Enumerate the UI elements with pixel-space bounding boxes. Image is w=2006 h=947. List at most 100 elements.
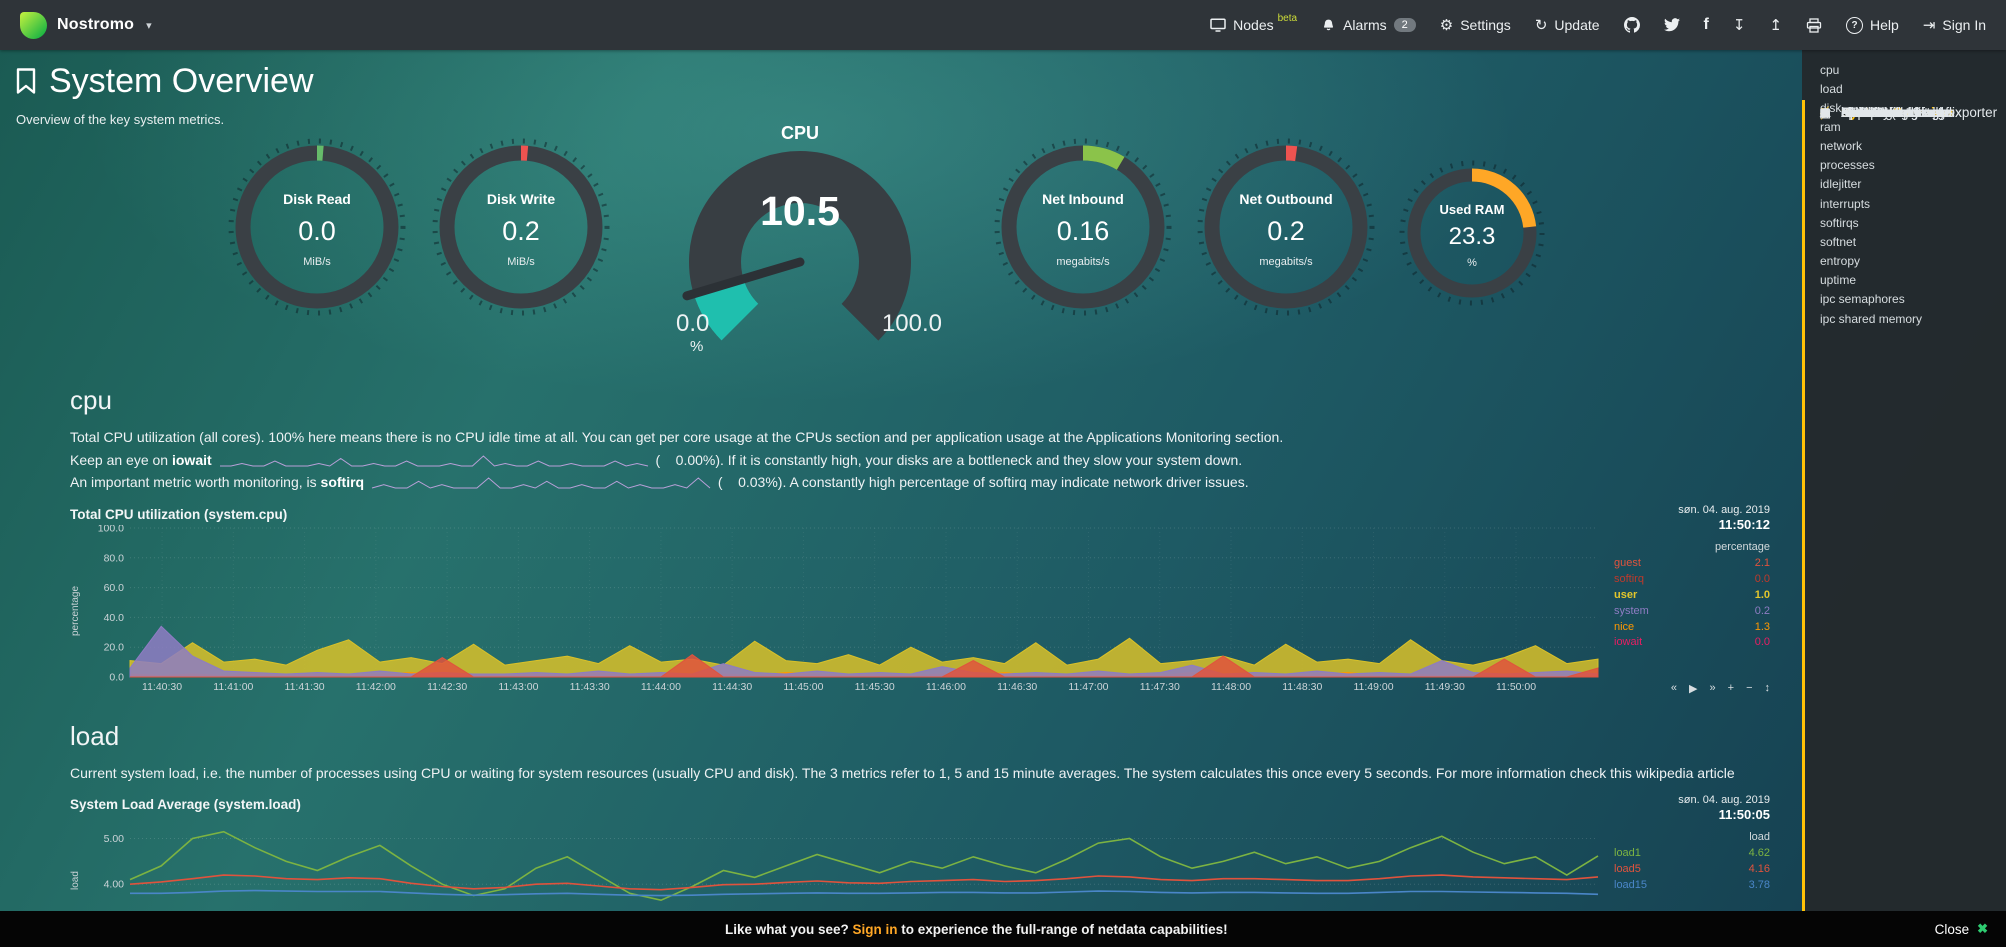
pan-left-button[interactable]: « xyxy=(1670,682,1678,695)
print-icon xyxy=(1806,17,1822,33)
export-button[interactable]: ↥ xyxy=(1769,18,1782,33)
close-icon: ✖ xyxy=(1977,921,1988,936)
sidebar-item[interactable]: ☁ IPv6 Networking xyxy=(1819,105,1940,120)
sidebar-item[interactable]: ⚡ CPUs xyxy=(1817,105,1877,120)
chart-toolbar: « ▶ » + − ↕ xyxy=(1614,682,1770,697)
sidebar-item[interactable]: ▭ BTRFS filesystem xyxy=(1802,100,2006,947)
cloud-icon: ☁ xyxy=(1819,106,1831,120)
sidebar-item[interactable]: ⚑ System Overview xyxy=(1802,100,2006,947)
legend-row[interactable]: load1 4.62 xyxy=(1614,847,1770,860)
net-outbound-value: 0.2 xyxy=(1267,216,1305,246)
nav-actions: Nodes beta Alarms 2 ⚙ Settings ↻ Update … xyxy=(1210,13,1986,34)
net-inbound-gauge[interactable]: Net Inbound 0.16 megabits/s xyxy=(993,137,1173,322)
resize-handle[interactable]: ↕ xyxy=(1764,682,1771,695)
alarms-button[interactable]: Alarms 2 xyxy=(1321,17,1416,33)
cpu-gauge-max: 100.0 xyxy=(881,310,942,337)
node-switcher[interactable]: Nostromo ▾ xyxy=(20,11,152,39)
page-subtitle: Overview of the key system metrics. xyxy=(16,112,225,127)
disk-icon: ◎ xyxy=(1819,106,1831,120)
print-button[interactable] xyxy=(1806,17,1822,33)
update-button[interactable]: ↻ Update xyxy=(1534,16,1600,34)
legend-row[interactable]: guest 2.1 xyxy=(1614,556,1770,569)
memory-icon: ▤ xyxy=(1819,106,1831,120)
sidebar-item[interactable]: ▦ apcupsd-influxdb-exporter xyxy=(1802,100,2006,947)
disk-read-gauge[interactable]: Disk Read 0.0 MiB/s xyxy=(227,137,407,322)
sidebar-item[interactable]: ipc semaphores xyxy=(1820,292,1905,307)
nodes-button[interactable]: Nodes beta xyxy=(1210,13,1297,33)
legend-row[interactable]: iowait 0.0 xyxy=(1614,636,1770,649)
help-button[interactable]: ? Help xyxy=(1846,16,1899,34)
sidebar-item[interactable]: network xyxy=(1820,139,1863,154)
legend-row[interactable]: nice 1.3 xyxy=(1614,620,1770,633)
cpu-chart-plot[interactable]: 100.0 80.0 60.0 40.0 20.0 0.0 11:40:30 11:41:00… xyxy=(84,525,1606,697)
top-navbar: Nostromo ▾ Nodes beta Alarms 2 ⚙ Setting… xyxy=(0,0,2006,50)
softirq-sparkline xyxy=(371,477,711,490)
sidebar-item[interactable]: ☁ IPv4 Networking xyxy=(1819,105,1940,120)
sidebar-item[interactable]: idlejitter xyxy=(1820,177,1862,192)
svg-text:100.0: 100.0 xyxy=(98,525,124,535)
net-outbound-gauge[interactable]: Net Outbound 0.2 megabits/s xyxy=(1196,137,1376,322)
disk-write-gauge[interactable]: Disk Write 0.2 MiB/s xyxy=(431,137,611,322)
zoom-in-button[interactable]: + xyxy=(1727,682,1735,695)
bookmark-icon xyxy=(16,68,36,94)
load-description: Current system load, i.e. the number of … xyxy=(70,764,1735,781)
sidebar-item[interactable]: ☁ Networking Stack xyxy=(1819,105,1947,120)
legend-row[interactable]: softirq 0.0 xyxy=(1614,572,1770,585)
sidebar-item[interactable]: ▦ calibreweb xyxy=(1802,100,2006,947)
sidebar-item[interactable]: ram xyxy=(1820,119,1841,134)
sidebar-item[interactable]: ▦ binhex-delugevpn xyxy=(1802,100,2006,947)
sidebar-item[interactable]: softirqs xyxy=(1820,215,1859,230)
play-button[interactable]: ▶ xyxy=(1689,682,1698,695)
sidebar-item[interactable]: ▦ airconnect xyxy=(1802,100,2006,947)
svg-text:11:42:00: 11:42:00 xyxy=(356,681,396,693)
used-ram-gauge[interactable]: Used RAM 23.3 % xyxy=(1398,159,1546,312)
sidebar-item[interactable]: ◈ Firewall (netfilter) xyxy=(1802,100,2006,947)
import-button[interactable]: ↧ xyxy=(1733,18,1746,33)
settings-button[interactable]: ⚙ Settings xyxy=(1439,16,1511,34)
chart-legend: load load1 4.62 load5 4.16 xyxy=(1606,815,1770,947)
sidebar-item[interactable]: disk xyxy=(1820,100,1842,115)
question-icon: ? xyxy=(1846,16,1864,34)
sidebar-item[interactable]: ♥ Applications xyxy=(1802,100,2006,947)
pan-right-button[interactable]: » xyxy=(1709,682,1716,695)
sidebar-item[interactable]: ◎ Disks xyxy=(1802,100,2006,947)
twitter-button[interactable] xyxy=(1663,18,1680,32)
sidebar-item[interactable]: ⚉ User Groups xyxy=(1802,100,2006,947)
zoom-out-button[interactable]: − xyxy=(1746,682,1753,695)
sidebar-item[interactable]: ▤ Memory xyxy=(1802,100,2006,947)
legend-row[interactable]: system 0.2 xyxy=(1614,604,1770,617)
svg-text:11:50:00: 11:50:00 xyxy=(1496,681,1536,693)
sidebar-item[interactable]: softnet xyxy=(1820,234,1857,249)
sidebar-item[interactable]: ipc shared memory xyxy=(1820,311,1923,326)
sidebar-item[interactable]: ▦ cloudflare-ddns-gflix xyxy=(1802,100,2006,947)
sidebar-item[interactable]: processes xyxy=(1820,158,1875,173)
bookmark-icon: ⚑ xyxy=(1819,106,1831,120)
cpu-gauge-min: 0.0 xyxy=(676,310,710,337)
sidebar-item[interactable]: ▦ cloudflare-ddns-tr xyxy=(1802,100,2006,947)
sidebar-item[interactable]: ▦ apacheguacamole xyxy=(1802,100,2006,947)
banner-close-button[interactable]: Close ✖ xyxy=(1934,921,1988,937)
grid-icon: ▦ xyxy=(1819,106,1831,120)
sidebar-item[interactable]: ☷ Network Interfaces xyxy=(1802,100,2006,947)
legend-row[interactable]: load15 3.78 xyxy=(1614,879,1770,892)
svg-text:11:45:00: 11:45:00 xyxy=(783,681,823,693)
y-axis-label: percentage xyxy=(70,585,81,636)
sidebar-item[interactable]: entropy xyxy=(1820,254,1861,269)
cpu-gauge[interactable]: CPU 10.5 0.0 100.0 % xyxy=(650,123,950,373)
legend-row[interactable]: user 1.0 xyxy=(1614,588,1770,601)
legend-row[interactable]: load5 4.16 xyxy=(1614,863,1770,876)
github-button[interactable] xyxy=(1623,17,1640,33)
svg-text:11:44:30: 11:44:30 xyxy=(712,681,752,693)
facebook-icon: f xyxy=(1703,16,1709,33)
sidebar-item[interactable]: ⚇ Users xyxy=(1802,100,2006,947)
sidebar-item[interactable]: ▦ bazarr xyxy=(1802,100,2006,947)
sidebar-item[interactable]: cpu xyxy=(1820,62,1840,77)
sidebar-item[interactable]: interrupts xyxy=(1820,196,1871,211)
sidebar-item[interactable]: uptime xyxy=(1820,273,1857,288)
facebook-button[interactable]: f xyxy=(1704,17,1709,33)
signin-link[interactable]: Sign in xyxy=(852,921,898,937)
signin-button[interactable]: ⇥ Sign In xyxy=(1922,16,1986,34)
sidebar-item[interactable]: load xyxy=(1820,81,1843,96)
bell-icon xyxy=(1324,19,1334,31)
cloud-icon: ☁ xyxy=(1819,106,1831,120)
